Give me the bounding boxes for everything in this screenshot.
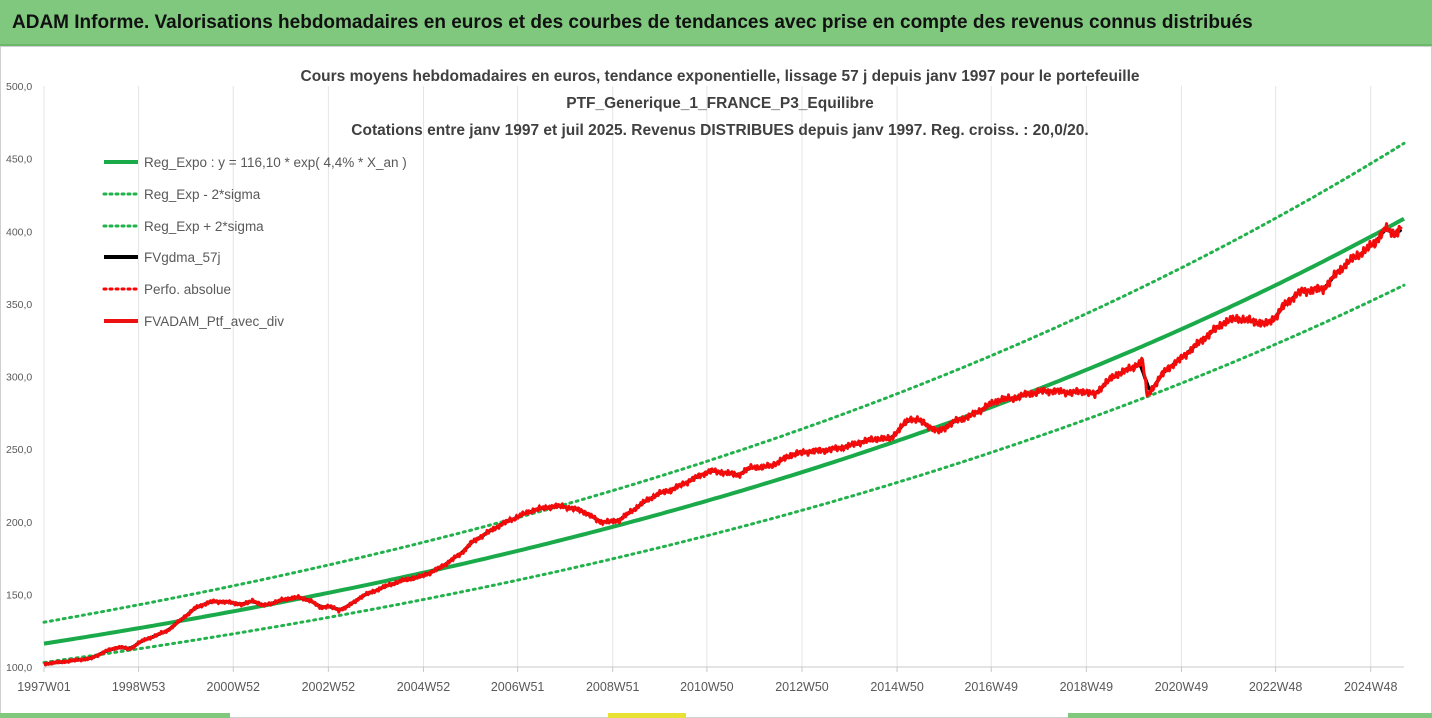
y-tick-label: 400,0 — [6, 226, 32, 238]
legend: Reg_Expo : y = 116,10 * exp( 4,4% * X_an… — [102, 155, 407, 329]
legend-label-reg-exp-minus: Reg_Exp - 2*sigma — [144, 187, 261, 202]
y-tick-label: 200,0 — [6, 517, 32, 529]
x-tick-label: 2024W48 — [1344, 680, 1398, 694]
x-tick-label: 2002W52 — [302, 680, 356, 694]
series — [42, 141, 1406, 667]
y-tick-label: 100,0 — [6, 662, 32, 674]
page-title: ADAM Informe. Valorisations hebdomadaire… — [12, 12, 1253, 33]
y-tick-label: 300,0 — [6, 372, 32, 384]
chart-title-line-1: Cours moyens hebdomadaires en euros, ten… — [301, 68, 1140, 85]
chart-title-line-2: PTF_Generique_1_FRANCE_P3_Equilibre — [566, 95, 874, 112]
x-axis-ticks: 1997W01 1998W53 2000W52 2002W52 2004W52 2006W… — [17, 667, 1398, 694]
y-tick-label: 350,0 — [6, 299, 32, 311]
bottom-stub-mid — [608, 713, 686, 718]
legend-label-reg-exp-plus: Reg_Exp + 2*sigma — [144, 219, 264, 234]
x-tick-label: 1997W01 — [17, 680, 71, 694]
bottom-stub-left — [0, 713, 230, 718]
chart-title: Cours moyens hebdomadaires en euros, ten… — [301, 68, 1140, 139]
series-fvgdma-57j — [44, 227, 1403, 666]
legend-label-reg-expo: Reg_Expo : y = 116,10 * exp( 4,4% * X_an… — [144, 155, 407, 170]
grid-lines — [43, 86, 1372, 667]
x-tick-label: 2014W50 — [870, 680, 924, 694]
chart: 100,0 150,0 200,0 250,0 300,0 350,0 400,0 450,0… — [6, 68, 1406, 694]
x-tick-label: 2016W49 — [964, 680, 1018, 694]
x-tick-label: 2008W51 — [586, 680, 640, 694]
x-tick-label: 2010W50 — [680, 680, 734, 694]
x-tick-label: 2006W51 — [491, 680, 545, 694]
x-tick-label: 2000W52 — [207, 680, 261, 694]
y-tick-label: 450,0 — [6, 154, 32, 166]
series-reg-exp-minus-2sigma — [42, 283, 1406, 664]
y-tick-label: 500,0 — [6, 81, 32, 93]
x-tick-label: 2018W49 — [1060, 680, 1114, 694]
header-banner: ADAM Informe. Valorisations hebdomadaire… — [0, 0, 1432, 46]
x-tick-label: 2012W50 — [775, 680, 829, 694]
legend-label-fvadam: FVADAM_Ptf_avec_div — [144, 314, 284, 329]
y-tick-label: 150,0 — [6, 589, 32, 601]
series-fvadam-ptf-avec-div — [43, 222, 1403, 667]
x-tick-label: 2020W49 — [1155, 680, 1209, 694]
x-tick-label: 1998W53 — [112, 680, 166, 694]
legend-label-perfo: Perfo. absolue — [144, 282, 231, 297]
y-tick-label: 250,0 — [6, 444, 32, 456]
legend-label-fvgdma: FVgdma_57j — [144, 250, 221, 265]
y-axis-ticks: 100,0 150,0 200,0 250,0 300,0 350,0 400,0 450,0… — [6, 81, 32, 674]
x-tick-label: 2022W48 — [1249, 680, 1303, 694]
x-tick-label: 2004W52 — [397, 680, 451, 694]
series-reg-exp-plus-2sigma — [42, 141, 1406, 624]
chart-title-line-3: Cotations entre janv 1997 et juil 2025. … — [351, 122, 1088, 139]
series-reg-expo — [43, 216, 1405, 646]
series-perfo-absolue — [43, 223, 1403, 666]
bottom-stub-right — [1068, 713, 1432, 718]
